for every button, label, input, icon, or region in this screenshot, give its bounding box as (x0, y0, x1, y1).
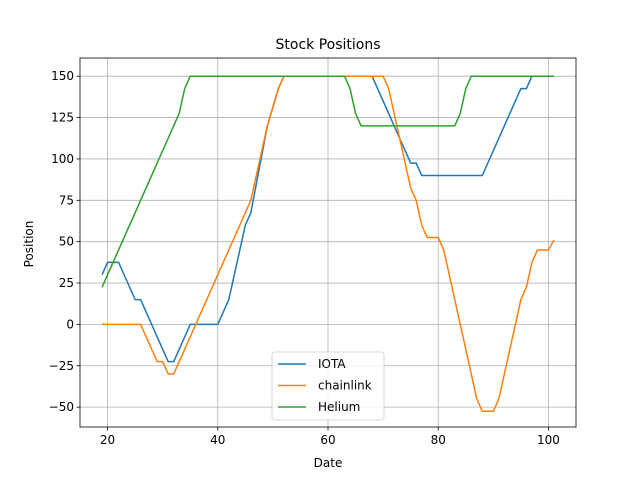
y-tick-label: 100 (51, 152, 74, 166)
x-tick-label: 40 (210, 433, 225, 447)
x-axis-label: Date (314, 456, 343, 470)
series-line-helium (101, 75, 554, 288)
x-tick-label: 100 (537, 433, 560, 447)
x-tick-label: 60 (320, 433, 335, 447)
legend: IOTA chainlink Helium (271, 351, 385, 421)
y-tick-label: 125 (51, 111, 74, 125)
chart-title: Stock Positions (276, 37, 381, 53)
series-lines (101, 75, 555, 413)
x-tick-label: 80 (431, 433, 446, 447)
y-tick-label: −50 (49, 400, 74, 414)
legend-label: chainlink (318, 379, 372, 393)
legend-box (271, 351, 385, 421)
y-tick-label: −25 (49, 359, 74, 373)
y-tick-label: 0 (66, 317, 74, 331)
legend-label: Helium (318, 400, 360, 414)
y-tick-label: 75 (59, 193, 74, 207)
ticks: 20 40 60 80 100 −50 −25 0 25 50 75 100 125 150 (49, 69, 560, 447)
x-tick-label: 20 (100, 433, 115, 447)
y-tick-label: 150 (51, 69, 74, 83)
legend-label: IOTA (318, 357, 346, 371)
y-tick-label: 25 (59, 276, 74, 290)
y-axis-label: Position (22, 221, 36, 268)
series-line-chainlink (102, 75, 555, 413)
y-tick-label: 50 (59, 235, 74, 249)
